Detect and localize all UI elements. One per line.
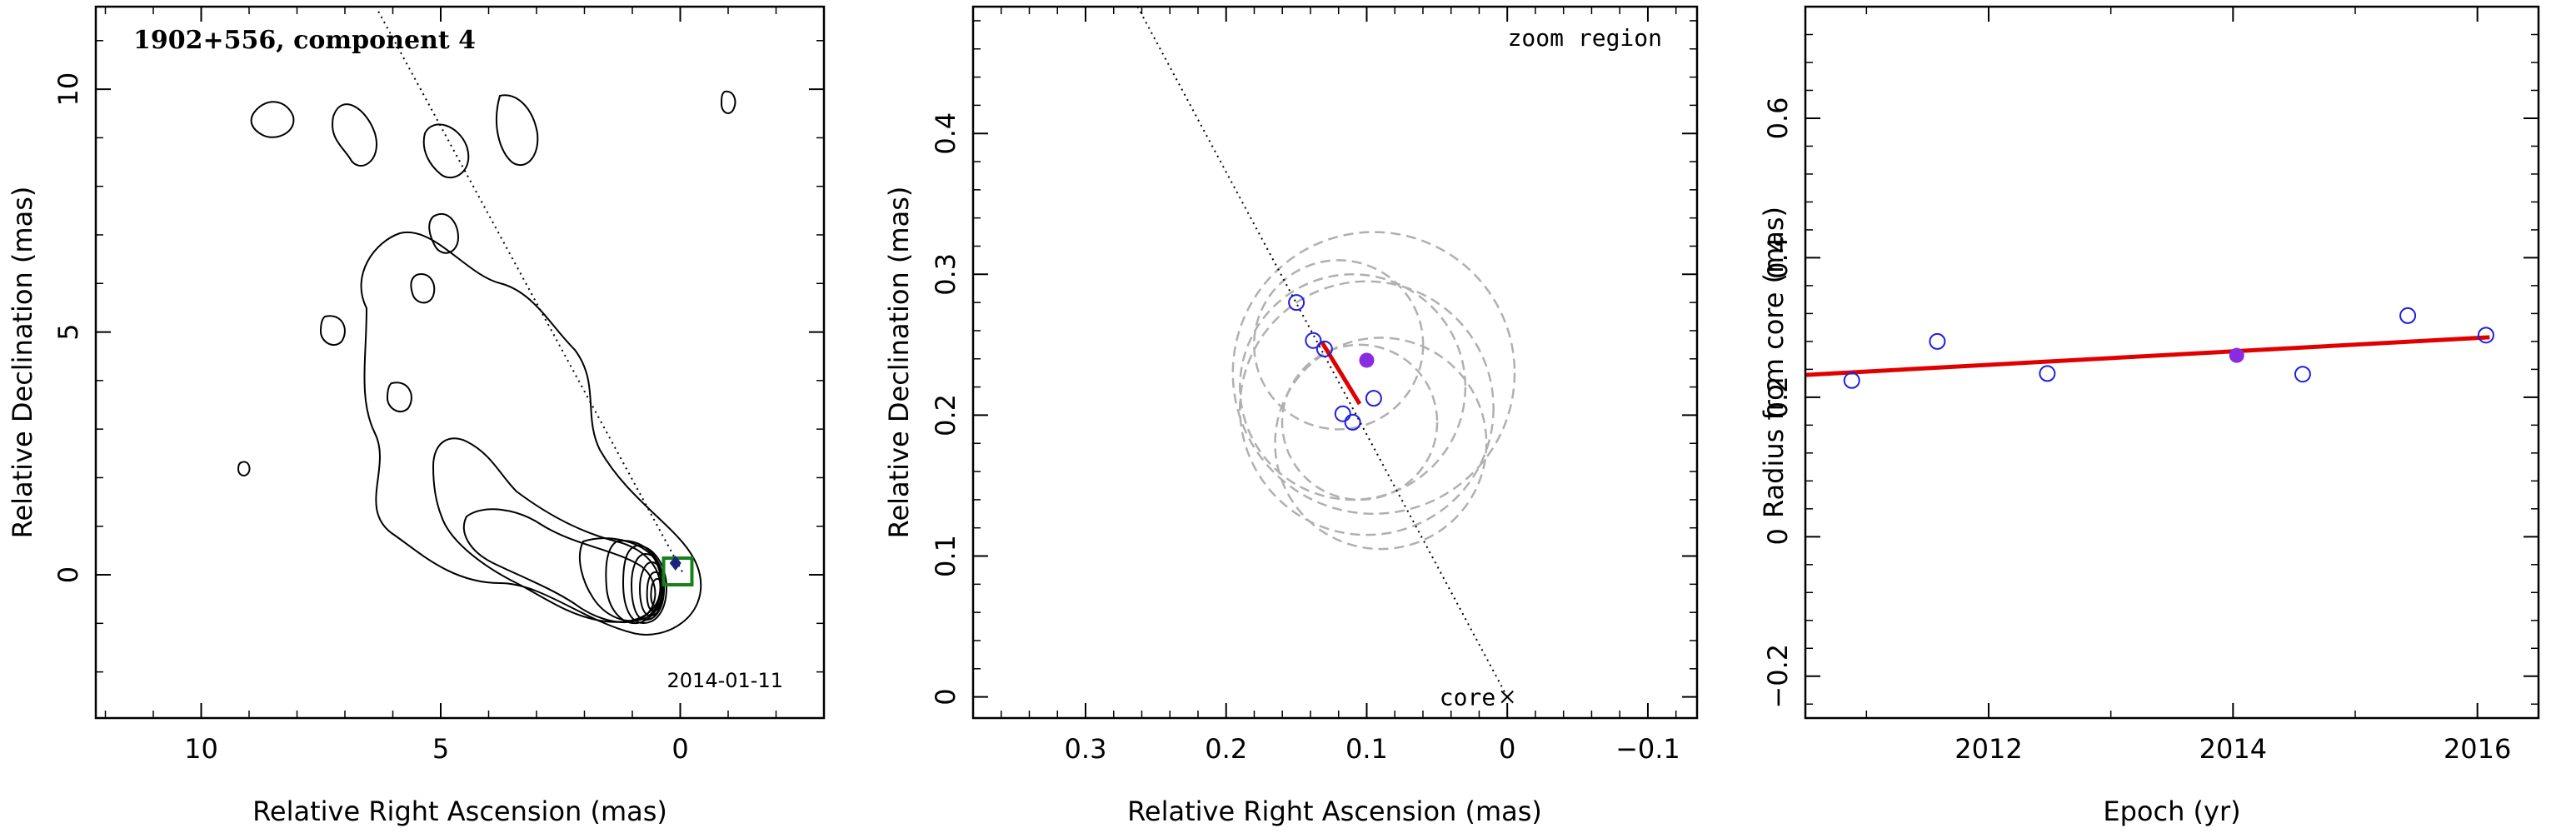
core-cross bbox=[1500, 690, 1514, 704]
zoom-ticks: 0.3 0.2 0.1 0 −0.1 0 0.1 0.2 0.3 0.4 bbox=[930, 7, 1697, 765]
zoom-panel: 0.3 0.2 0.1 0 −0.100.10.20.30.4 zoom region … bbox=[883, 5, 1699, 827]
mean-radius-point bbox=[2229, 347, 2244, 363]
radius-y-label: Radius from core (mas) bbox=[1758, 207, 1790, 518]
zoom-y-tick-label: 0.3 bbox=[930, 253, 961, 296]
contour-date-label: 2014-01-11 bbox=[667, 669, 783, 692]
position-point bbox=[1305, 332, 1322, 349]
radius-points bbox=[1843, 307, 2494, 389]
radius-ticks: 2012 2014 2016 −0.2 0 0.2 0.4 0.6 bbox=[1762, 7, 2539, 765]
position-point bbox=[1365, 390, 1382, 407]
contour-line bbox=[579, 537, 662, 622]
position-point bbox=[1288, 294, 1305, 312]
zoom-y-tick-label: 0.4 bbox=[930, 112, 961, 155]
uncertainty-circles bbox=[1231, 231, 1516, 551]
zoom-x-tick-label: 0 bbox=[1499, 733, 1515, 765]
position-points bbox=[1288, 294, 1382, 431]
radius-fit-line bbox=[1805, 335, 2490, 377]
uncertainty-circle bbox=[1239, 273, 1467, 501]
contour-line bbox=[605, 540, 664, 625]
position-point bbox=[1344, 413, 1361, 431]
radius-panel: 2012 2014 2016 −0.2 0 0.2 0.4 0.6 Epoch (yr) Ra… bbox=[1758, 5, 2540, 827]
radius-point bbox=[1843, 372, 1860, 389]
zoom-y-tick-label: 0.1 bbox=[930, 535, 961, 577]
radius-point bbox=[1929, 332, 1946, 350]
mean-position-point bbox=[1359, 352, 1375, 368]
uncertainty-circle bbox=[1281, 343, 1439, 501]
radius-point bbox=[2039, 365, 2056, 382]
radius-x-label: Epoch (yr) bbox=[2103, 796, 2240, 827]
zoom-x-label: Relative Right Ascension (mas) bbox=[1127, 796, 1542, 827]
contour-line bbox=[495, 94, 539, 167]
zoom-x-tick-label: 0.3 bbox=[1065, 733, 1107, 765]
position-point bbox=[1334, 405, 1351, 422]
zoom-x-tick-label: 0.1 bbox=[1345, 733, 1388, 765]
zoom-y-label: Relative Declination (mas) bbox=[883, 187, 915, 539]
contour-y-tick-label: 5 bbox=[52, 323, 84, 340]
radius-y-tick-label: 0.6 bbox=[1762, 97, 1794, 140]
radius-plot-frame bbox=[1804, 5, 2540, 720]
core-label: core bbox=[1440, 684, 1495, 711]
contour-line bbox=[646, 571, 664, 612]
radius-point bbox=[2477, 327, 2494, 344]
contour-line bbox=[410, 273, 436, 304]
uncertainty-circle bbox=[1274, 337, 1488, 551]
uncertainty-circle bbox=[1231, 231, 1516, 516]
uncertainty-circle bbox=[1239, 280, 1495, 536]
contour-x-tick-label: 5 bbox=[432, 733, 449, 765]
component-marker bbox=[669, 556, 681, 571]
uncertainty-circle bbox=[1253, 259, 1425, 431]
contour-line bbox=[332, 103, 377, 167]
radius-x-tick-label: 2016 bbox=[2444, 733, 2511, 765]
contour-line bbox=[319, 315, 346, 347]
ridge-line bbox=[1136, 6, 1509, 698]
contour-title: 1902+556, component 4 bbox=[133, 26, 476, 55]
radius-x-tick-label: 2012 bbox=[1954, 733, 2022, 765]
contour-x-label: Relative Right Ascension (mas) bbox=[252, 796, 667, 827]
radius-point bbox=[2294, 366, 2311, 383]
contour-line bbox=[650, 577, 663, 607]
contour-line bbox=[720, 90, 736, 114]
contour-line bbox=[428, 212, 460, 254]
contour-line bbox=[422, 123, 470, 179]
contour-line bbox=[432, 437, 661, 623]
jet-axis-line bbox=[377, 11, 684, 573]
contour-line bbox=[360, 231, 702, 636]
contour-ticks: 10 5 0 0 5 10 bbox=[52, 7, 824, 765]
contour-panel: 10 5 0 0 5 10 1902+556, component 4 2014-01-1… bbox=[7, 5, 826, 827]
radius-y-tick-label: −0.2 bbox=[1762, 644, 1794, 709]
component-box bbox=[661, 556, 694, 587]
contour-line bbox=[250, 101, 295, 138]
zoom-title: zoom region bbox=[1508, 24, 1662, 52]
contour-y-tick-label: 0 bbox=[52, 566, 84, 583]
motion-fit-line bbox=[1320, 341, 1362, 406]
zoom-x-tick-label: 0.2 bbox=[1205, 733, 1247, 765]
radius-point bbox=[2399, 307, 2417, 324]
core-cross-stroke bbox=[1500, 690, 1514, 704]
zoom-y-tick-label: 0 bbox=[930, 688, 961, 705]
zoom-plot-frame bbox=[971, 5, 1699, 720]
contour-line bbox=[237, 461, 251, 476]
contour-y-label: Relative Declination (mas) bbox=[7, 187, 38, 539]
contour-y-tick-label: 10 bbox=[52, 72, 84, 107]
zoom-y-tick-label: 0.2 bbox=[930, 394, 961, 436]
radius-y-tick-label: 0 bbox=[1762, 528, 1794, 545]
contour-x-tick-label: 10 bbox=[184, 733, 218, 765]
contour-plot-frame bbox=[94, 5, 826, 720]
contour-x-tick-label: 0 bbox=[671, 733, 688, 765]
radius-y-tick-label: 0.2 bbox=[1762, 376, 1794, 418]
radius-x-tick-label: 2014 bbox=[2199, 733, 2267, 765]
radius-y-tick-label: 0.4 bbox=[1762, 237, 1794, 279]
contour-lines bbox=[237, 90, 736, 636]
zoom-x-tick-label: −0.1 bbox=[1615, 733, 1680, 765]
position-point bbox=[1315, 340, 1333, 357]
contour-line bbox=[386, 382, 412, 413]
